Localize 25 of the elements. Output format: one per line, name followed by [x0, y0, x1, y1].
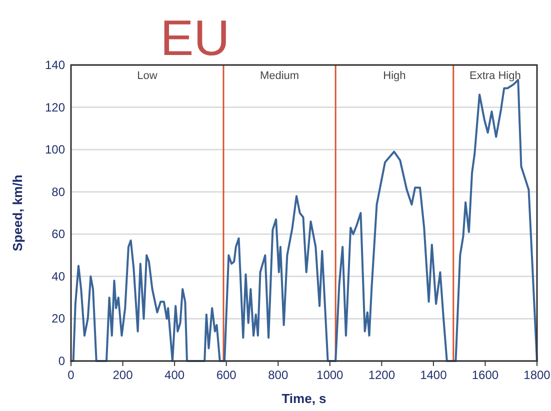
y-tick-label: 120 [44, 100, 66, 114]
x-tick-label: 1600 [472, 368, 499, 382]
annotation: Extra High [470, 70, 521, 82]
annotation: Medium [260, 70, 300, 82]
x-tick-label: 0 [68, 368, 75, 382]
y-tick-label: 0 [58, 354, 66, 368]
y-tick-label: 140 [44, 58, 66, 72]
y-tick-label: 100 [44, 142, 66, 157]
annotation: Low [137, 70, 158, 82]
x-tick-label: 600 [216, 368, 237, 382]
y-tick-label: 20 [52, 312, 66, 326]
annotation: High [383, 70, 406, 82]
x-tick-label: 1200 [368, 368, 396, 382]
x-tick-label: 1800 [524, 368, 551, 382]
x-tick-label: 200 [112, 368, 134, 382]
x-tick-label: 800 [268, 368, 288, 382]
x-axis-title: Time, s [282, 391, 326, 406]
y-tick-label: 60 [52, 227, 66, 242]
y-axis-title: Speed, km/h [10, 174, 25, 252]
y-tick-label: 40 [52, 269, 66, 284]
x-tick-label: 1000 [316, 368, 344, 382]
chart-title: EU [160, 10, 230, 66]
x-tick-label: 400 [164, 368, 185, 382]
y-tick-label: 80 [52, 184, 66, 199]
x-tick-label: 1400 [420, 368, 448, 382]
